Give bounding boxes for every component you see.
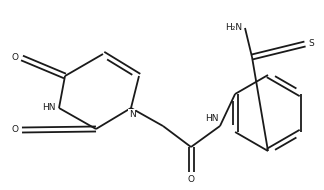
Text: O: O [12,126,19,135]
Text: HN: HN [205,114,219,123]
Text: N: N [129,110,135,119]
Text: O: O [188,175,194,184]
Text: S: S [308,40,314,48]
Text: O: O [12,54,19,63]
Text: HN: HN [42,104,56,112]
Text: H₂N: H₂N [225,24,242,32]
